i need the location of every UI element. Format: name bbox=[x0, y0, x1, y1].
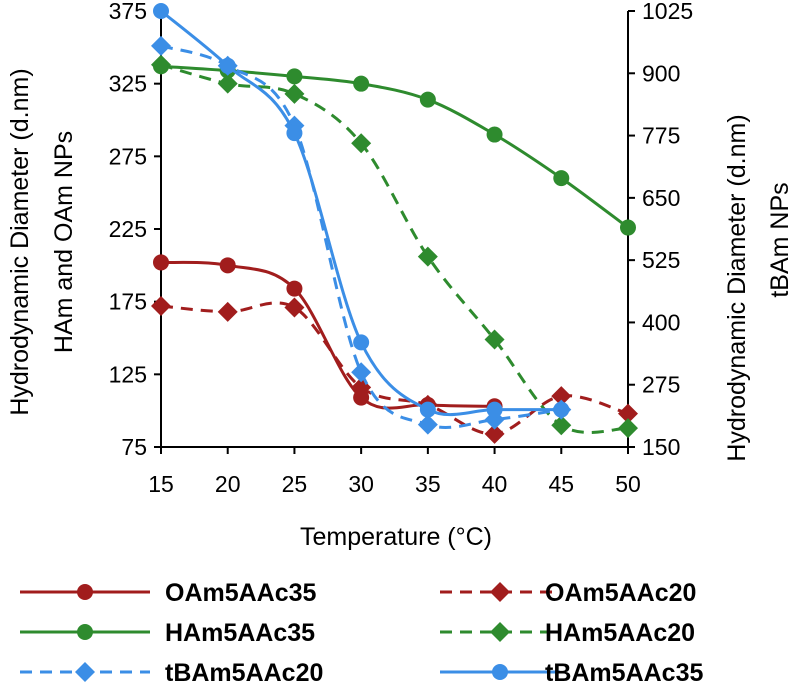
series-tbam5aac35 bbox=[153, 3, 570, 418]
x-tick-label: 50 bbox=[615, 471, 641, 497]
data-point-ham5aac35 bbox=[486, 126, 503, 143]
data-point-ham5aac35 bbox=[620, 219, 636, 236]
data-point-oam5aac20 bbox=[284, 297, 305, 318]
legend-item-tbam5aac20: tBAm5AAc20 bbox=[20, 659, 323, 687]
series-oam5aac35 bbox=[153, 254, 503, 415]
y-left-tick-label: 375 bbox=[109, 0, 147, 24]
data-point-tbam5aac20 bbox=[151, 35, 171, 56]
legend-marker-tbam5aac20 bbox=[75, 662, 95, 682]
series-layer bbox=[151, 3, 638, 444]
series-tbam5aac20 bbox=[151, 35, 572, 435]
y-left-tick-label: 125 bbox=[109, 361, 147, 387]
x-tick-label: 20 bbox=[215, 471, 241, 497]
data-point-tbam5aac35 bbox=[419, 401, 436, 418]
data-point-oam5aac35 bbox=[353, 389, 370, 406]
data-point-oam5aac20 bbox=[484, 423, 505, 444]
y-right-label-line2: tBAm NPs bbox=[766, 182, 794, 297]
series-ham5aac20 bbox=[151, 54, 638, 439]
y-right-tick-label: 525 bbox=[642, 247, 680, 273]
x-tick-label: 30 bbox=[348, 471, 374, 497]
data-point-oam5aac20 bbox=[217, 301, 238, 322]
data-point-ham5aac35 bbox=[353, 75, 370, 92]
legend-marker-tbam5aac35 bbox=[492, 664, 508, 680]
y-left-label-line2: HAm and OAm NPs bbox=[50, 131, 78, 353]
data-point-tbam5aac20 bbox=[351, 362, 372, 383]
data-point-ham5aac20 bbox=[551, 415, 572, 436]
x-tick-label: 15 bbox=[148, 471, 174, 497]
x-tick-label: 35 bbox=[415, 471, 441, 497]
axes: 15 20 25 30 35 40 45 50 75 125 175 225 275 325 375 150 2… bbox=[109, 0, 694, 497]
legend-item-ham5aac20: HAm5AAc20 bbox=[440, 619, 695, 647]
data-point-ham5aac20 bbox=[151, 54, 171, 75]
y-right-tick-label: 650 bbox=[642, 185, 680, 211]
data-point-tbam5aac35 bbox=[219, 57, 236, 74]
legend-marker-ham5aac20 bbox=[490, 622, 510, 642]
data-point-ham5aac20 bbox=[217, 73, 238, 94]
legend-label-tbam5aac35: tBAm5AAc35 bbox=[545, 659, 703, 687]
data-point-oam5aac20 bbox=[618, 403, 638, 424]
x-tick-label: 40 bbox=[482, 471, 508, 497]
y-left-tick-label: 225 bbox=[109, 216, 147, 242]
data-point-oam5aac35 bbox=[286, 280, 303, 297]
data-point-ham5aac35 bbox=[419, 91, 436, 108]
series-line-oam5aac35 bbox=[160, 260, 495, 410]
data-point-ham5aac20 bbox=[618, 418, 638, 439]
y-right-tick-label: 400 bbox=[642, 309, 680, 335]
data-point-tbam5aac35 bbox=[486, 401, 503, 418]
y-left-tick-label: 275 bbox=[109, 143, 147, 169]
data-point-oam5aac20 bbox=[151, 296, 171, 317]
data-point-oam5aac20 bbox=[551, 386, 572, 407]
data-point-ham5aac20 bbox=[284, 83, 305, 104]
y-left-label-line1: Hydrodynamic Diameter (d.nm) bbox=[6, 68, 34, 415]
y-left-tick-label: 175 bbox=[109, 289, 147, 315]
data-point-ham5aac35 bbox=[553, 170, 570, 187]
data-point-tbam5aac20 bbox=[417, 414, 438, 435]
y-left-tick-label: 75 bbox=[121, 434, 147, 460]
y-right-tick-label: 775 bbox=[642, 123, 680, 149]
series-line-oam5aac20 bbox=[160, 301, 629, 436]
y-right-tick-label: 1025 bbox=[642, 0, 693, 24]
y-right-tick-label: 900 bbox=[642, 60, 680, 86]
data-point-ham5aac35 bbox=[286, 68, 303, 85]
series-line-ham5aac35 bbox=[160, 64, 629, 229]
data-point-ham5aac20 bbox=[484, 329, 505, 350]
x-tick-label: 45 bbox=[548, 471, 574, 497]
y-right-tick-label: 150 bbox=[642, 434, 680, 460]
legend-item-oam5aac20: OAm5AAc20 bbox=[440, 579, 696, 607]
y-right-tick-label: 275 bbox=[642, 372, 680, 398]
legend-marker-ham5aac35 bbox=[77, 624, 93, 640]
series-line-ham5aac20 bbox=[160, 63, 629, 434]
legend-item-tbam5aac35: tBAm5AAc35 bbox=[440, 659, 703, 687]
data-point-ham5aac20 bbox=[351, 133, 372, 154]
legend-label-tbam5aac20: tBAm5AAc20 bbox=[165, 659, 323, 687]
data-point-tbam5aac35 bbox=[286, 125, 303, 142]
legend-marker-oam5aac20 bbox=[490, 582, 510, 602]
y-right-label-line1: Hydrodynamic Diameter (d.nm) bbox=[723, 114, 751, 461]
x-tick-label: 25 bbox=[282, 471, 308, 497]
legend: OAm5AAc35 OAm5AAc20 HAm5AAc35 HAm5AAc20 tBAm… bbox=[20, 579, 703, 687]
legend-label-oam5aac35: OAm5AAc35 bbox=[165, 579, 317, 607]
data-point-ham5aac20 bbox=[417, 246, 438, 267]
legend-item-ham5aac35: HAm5AAc35 bbox=[20, 619, 315, 647]
legend-marker-oam5aac35 bbox=[77, 584, 93, 600]
data-point-tbam5aac35 bbox=[353, 334, 370, 351]
data-point-oam5aac35 bbox=[219, 257, 236, 274]
data-point-oam5aac35 bbox=[153, 254, 169, 271]
data-point-tbam5aac35 bbox=[553, 401, 570, 418]
legend-label-ham5aac20: HAm5AAc20 bbox=[545, 619, 695, 647]
x-axis-label: Temperature (°C) bbox=[300, 523, 492, 551]
legend-label-oam5aac20: OAm5AAc20 bbox=[545, 579, 696, 607]
data-point-tbam5aac35 bbox=[153, 3, 169, 19]
axis-labels: Temperature (°C) Hydrodynamic Diameter (… bbox=[6, 68, 794, 551]
y-left-tick-label: 325 bbox=[109, 71, 147, 97]
legend-item-oam5aac35: OAm5AAc35 bbox=[20, 579, 317, 607]
legend-label-ham5aac35: HAm5AAc35 bbox=[165, 619, 315, 647]
